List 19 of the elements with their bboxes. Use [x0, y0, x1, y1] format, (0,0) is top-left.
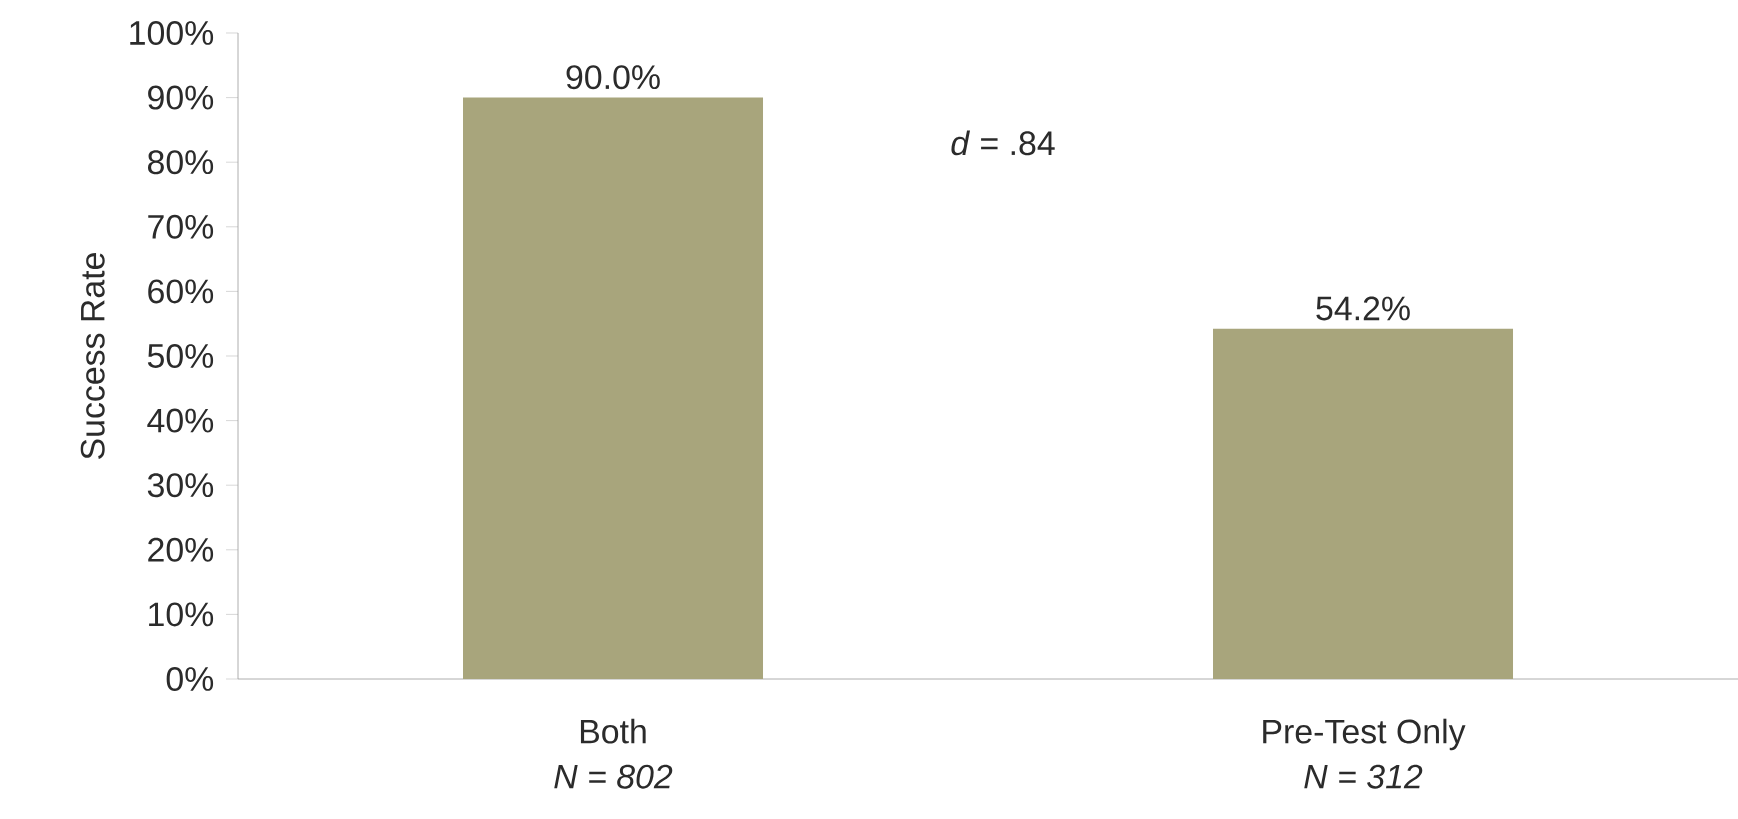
y-tick-label: 40% — [147, 408, 214, 433]
y-tick-label: 20% — [148, 537, 214, 562]
y-tick-label: 10% — [149, 602, 214, 627]
y-tick-label: 60% — [148, 279, 214, 304]
y-tick-label: 50% — [147, 344, 214, 368]
y-tick-label: 90% — [148, 85, 214, 110]
data-label: 54.2% — [1316, 296, 1410, 321]
text: N = 312 — [1304, 764, 1423, 789]
x-tick-label: Pre-Test Only — [1263, 718, 1466, 751]
text: N = 802 — [554, 764, 673, 789]
y-tick-label: 70% — [148, 214, 214, 239]
y-tick-label: 30% — [147, 473, 214, 498]
y-tick-label: 0% — [166, 667, 214, 691]
y-tick-label: 100% — [130, 21, 214, 45]
y-tick-label: 80% — [147, 150, 214, 175]
y-axis-title: Success Rate — [80, 253, 105, 459]
x-tick-label: Both — [580, 718, 646, 744]
data-label: 90.0% — [566, 65, 660, 90]
annotation: d = .84 — [951, 130, 1055, 156]
